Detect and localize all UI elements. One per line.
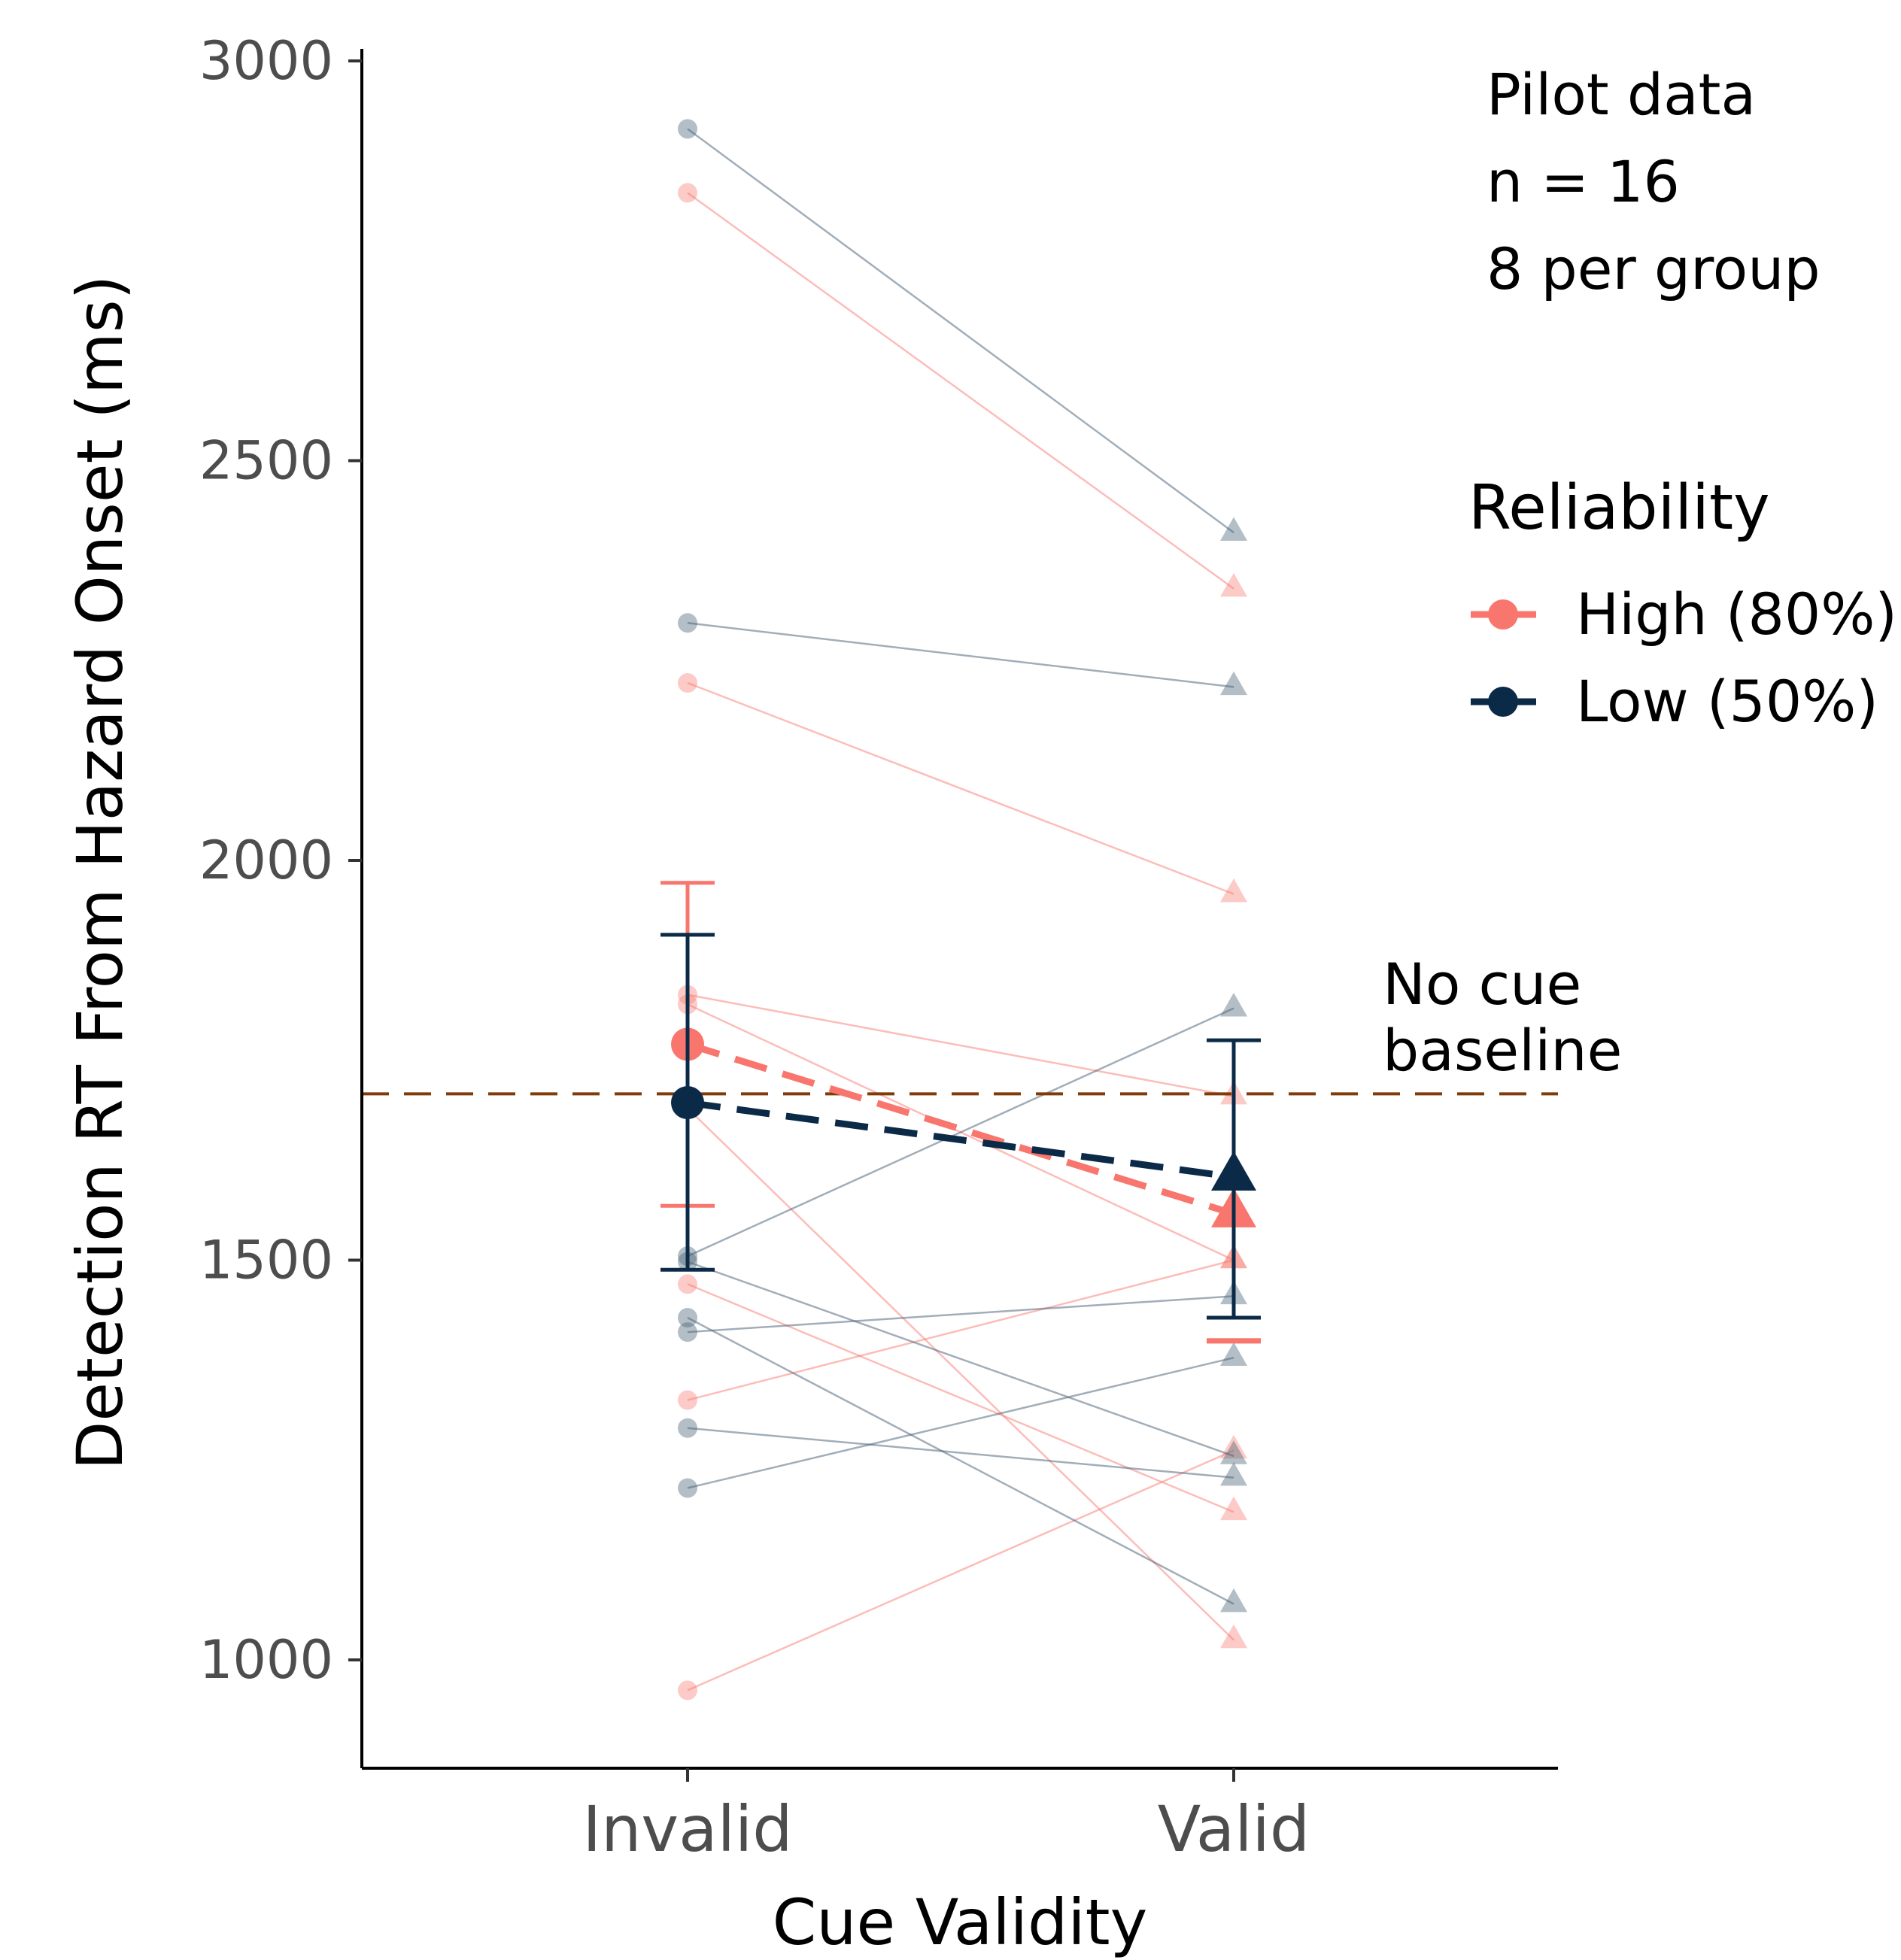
y-tick-label: 1500 — [199, 1230, 333, 1291]
subject-point-invalid — [678, 183, 697, 203]
subject-line — [687, 1283, 1234, 1513]
subject-line — [687, 1261, 1234, 1458]
legend: Reliability High (80%) Low (50%) — [1468, 472, 1897, 735]
subject-line — [687, 681, 1234, 895]
x-axis-title: Cue Validity — [773, 1886, 1148, 1959]
subject-line — [687, 1316, 1234, 1605]
mean-point-invalid — [671, 1086, 704, 1120]
subject-point-valid — [1220, 517, 1247, 541]
pilot-annotation-line-1: Pilot data — [1486, 61, 1756, 128]
subject-point-invalid — [678, 1322, 697, 1343]
individual-lines-layer — [678, 119, 1247, 1701]
subject-point-invalid — [678, 1680, 697, 1701]
subject-point-valid — [1220, 878, 1247, 903]
subject-line — [687, 192, 1234, 590]
pilot-annotation-line-2: n = 16 — [1486, 148, 1680, 215]
subject-point-valid — [1220, 1496, 1247, 1521]
subject-line — [687, 1356, 1234, 1489]
subject-point-valid — [1220, 1588, 1247, 1613]
y-axis-title: Detection RT From Hazard Onset (ms) — [63, 275, 137, 1470]
y-tick-label: 1000 — [199, 1629, 333, 1691]
legend-label-high: High (80%) — [1576, 581, 1897, 648]
pilot-annotation-line-3: 8 per group — [1486, 235, 1821, 302]
subject-line — [687, 1259, 1234, 1401]
subject-point-valid — [1220, 1624, 1247, 1649]
baseline-label-line-1: No cue — [1383, 951, 1581, 1018]
baseline-label-line-2: baseline — [1383, 1017, 1622, 1084]
subject-line — [687, 1107, 1234, 1641]
subject-line — [687, 1427, 1234, 1479]
mean-point-valid — [1211, 1151, 1256, 1191]
x-tick-label: Invalid — [582, 1792, 792, 1866]
x-axis-ticks: Invalid Valid — [582, 1768, 1310, 1866]
legend-item-low: Low (50%) — [1471, 668, 1878, 735]
subject-point-valid — [1220, 992, 1247, 1017]
subject-point-invalid — [678, 1274, 697, 1294]
subject-line — [687, 994, 1234, 1097]
subject-point-valid — [1220, 1440, 1247, 1464]
subject-line — [687, 1295, 1234, 1333]
subject-point-valid — [1220, 671, 1247, 696]
subject-point-invalid — [678, 613, 697, 633]
mean-line — [686, 1041, 1235, 1218]
subject-point-valid — [1220, 1461, 1247, 1486]
baseline-annotation: No cue baseline — [1383, 951, 1622, 1084]
legend-key-point-high — [1488, 599, 1518, 630]
legend-label-low: Low (50%) — [1576, 668, 1878, 735]
subject-point-valid — [1220, 572, 1247, 597]
legend-key-point-low — [1488, 687, 1518, 717]
subject-point-invalid — [678, 1478, 697, 1498]
y-axis-ticks: 1000 1500 2000 2500 3000 — [199, 30, 362, 1691]
y-tick-label: 3000 — [199, 30, 333, 92]
subject-line — [687, 622, 1234, 688]
subject-line — [687, 128, 1234, 534]
y-tick-label: 2000 — [199, 830, 333, 891]
subject-point-invalid — [678, 673, 697, 693]
legend-item-high: High (80%) — [1471, 581, 1897, 648]
subject-point-valid — [1220, 1342, 1247, 1366]
subject-point-invalid — [678, 1390, 697, 1410]
subject-line — [687, 1007, 1234, 1258]
subject-line — [687, 1449, 1234, 1691]
y-tick-label: 2500 — [199, 430, 333, 492]
subject-point-invalid — [678, 1308, 697, 1328]
subject-point-invalid — [678, 119, 697, 139]
x-tick-label: Valid — [1158, 1792, 1310, 1866]
legend-title: Reliability — [1468, 472, 1770, 544]
mean-layer — [660, 881, 1261, 1344]
pilot-annotation: Pilot data n = 16 8 per group — [1486, 61, 1821, 302]
subject-point-invalid — [678, 1418, 697, 1438]
mean-line — [687, 1099, 1234, 1181]
